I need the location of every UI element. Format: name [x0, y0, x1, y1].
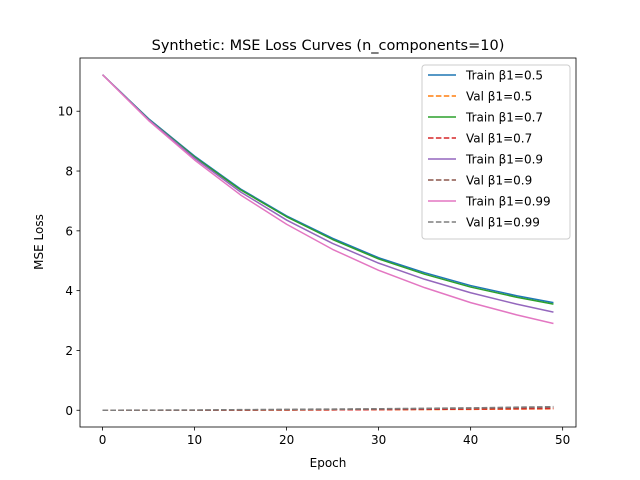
x-axis-label: Epoch — [310, 456, 347, 470]
y-tick-label: 4 — [65, 284, 73, 298]
chart-title: Synthetic: MSE Loss Curves (n_components… — [152, 38, 505, 54]
legend-label: Val β1=0.9 — [466, 174, 532, 188]
series-line-8 — [102, 405, 554, 411]
legend-label: Val β1=0.99 — [466, 216, 540, 230]
legend-label: Train β1=0.99 — [465, 195, 551, 209]
x-tick-label: 10 — [187, 433, 202, 447]
legend-label: Train β1=0.5 — [465, 69, 543, 83]
series-line-5 — [102, 74, 554, 313]
legend-box — [421, 64, 571, 240]
y-tick-label: 8 — [65, 165, 73, 179]
y-axis-label: MSE Loss — [32, 214, 46, 270]
y-tick-label: 0 — [65, 404, 73, 418]
legend-label: Train β1=0.9 — [465, 153, 543, 167]
legend-label: Val β1=0.5 — [466, 90, 532, 104]
plot-area: 0 10 20 30 40 50 0 2 4 6 8 10 — [58, 57, 577, 447]
y-tick-label: 2 — [65, 344, 73, 358]
legend-label: Val β1=0.7 — [466, 132, 532, 146]
y-tick-label: 6 — [65, 224, 73, 238]
legend: Train β1=0.5 Val β1=0.5 Train β1=0.7 Val β1… — [421, 64, 571, 240]
x-tick-label: 20 — [279, 433, 294, 447]
y-tick-label: 10 — [58, 105, 73, 119]
x-tick-label: 40 — [463, 433, 478, 447]
x-tick-label: 0 — [99, 433, 107, 447]
axes-frame — [79, 57, 577, 428]
x-tick-label: 50 — [555, 433, 570, 447]
x-tick-label: 30 — [371, 433, 386, 447]
legend-label: Train β1=0.7 — [465, 111, 543, 125]
series-line-7 — [102, 74, 554, 325]
